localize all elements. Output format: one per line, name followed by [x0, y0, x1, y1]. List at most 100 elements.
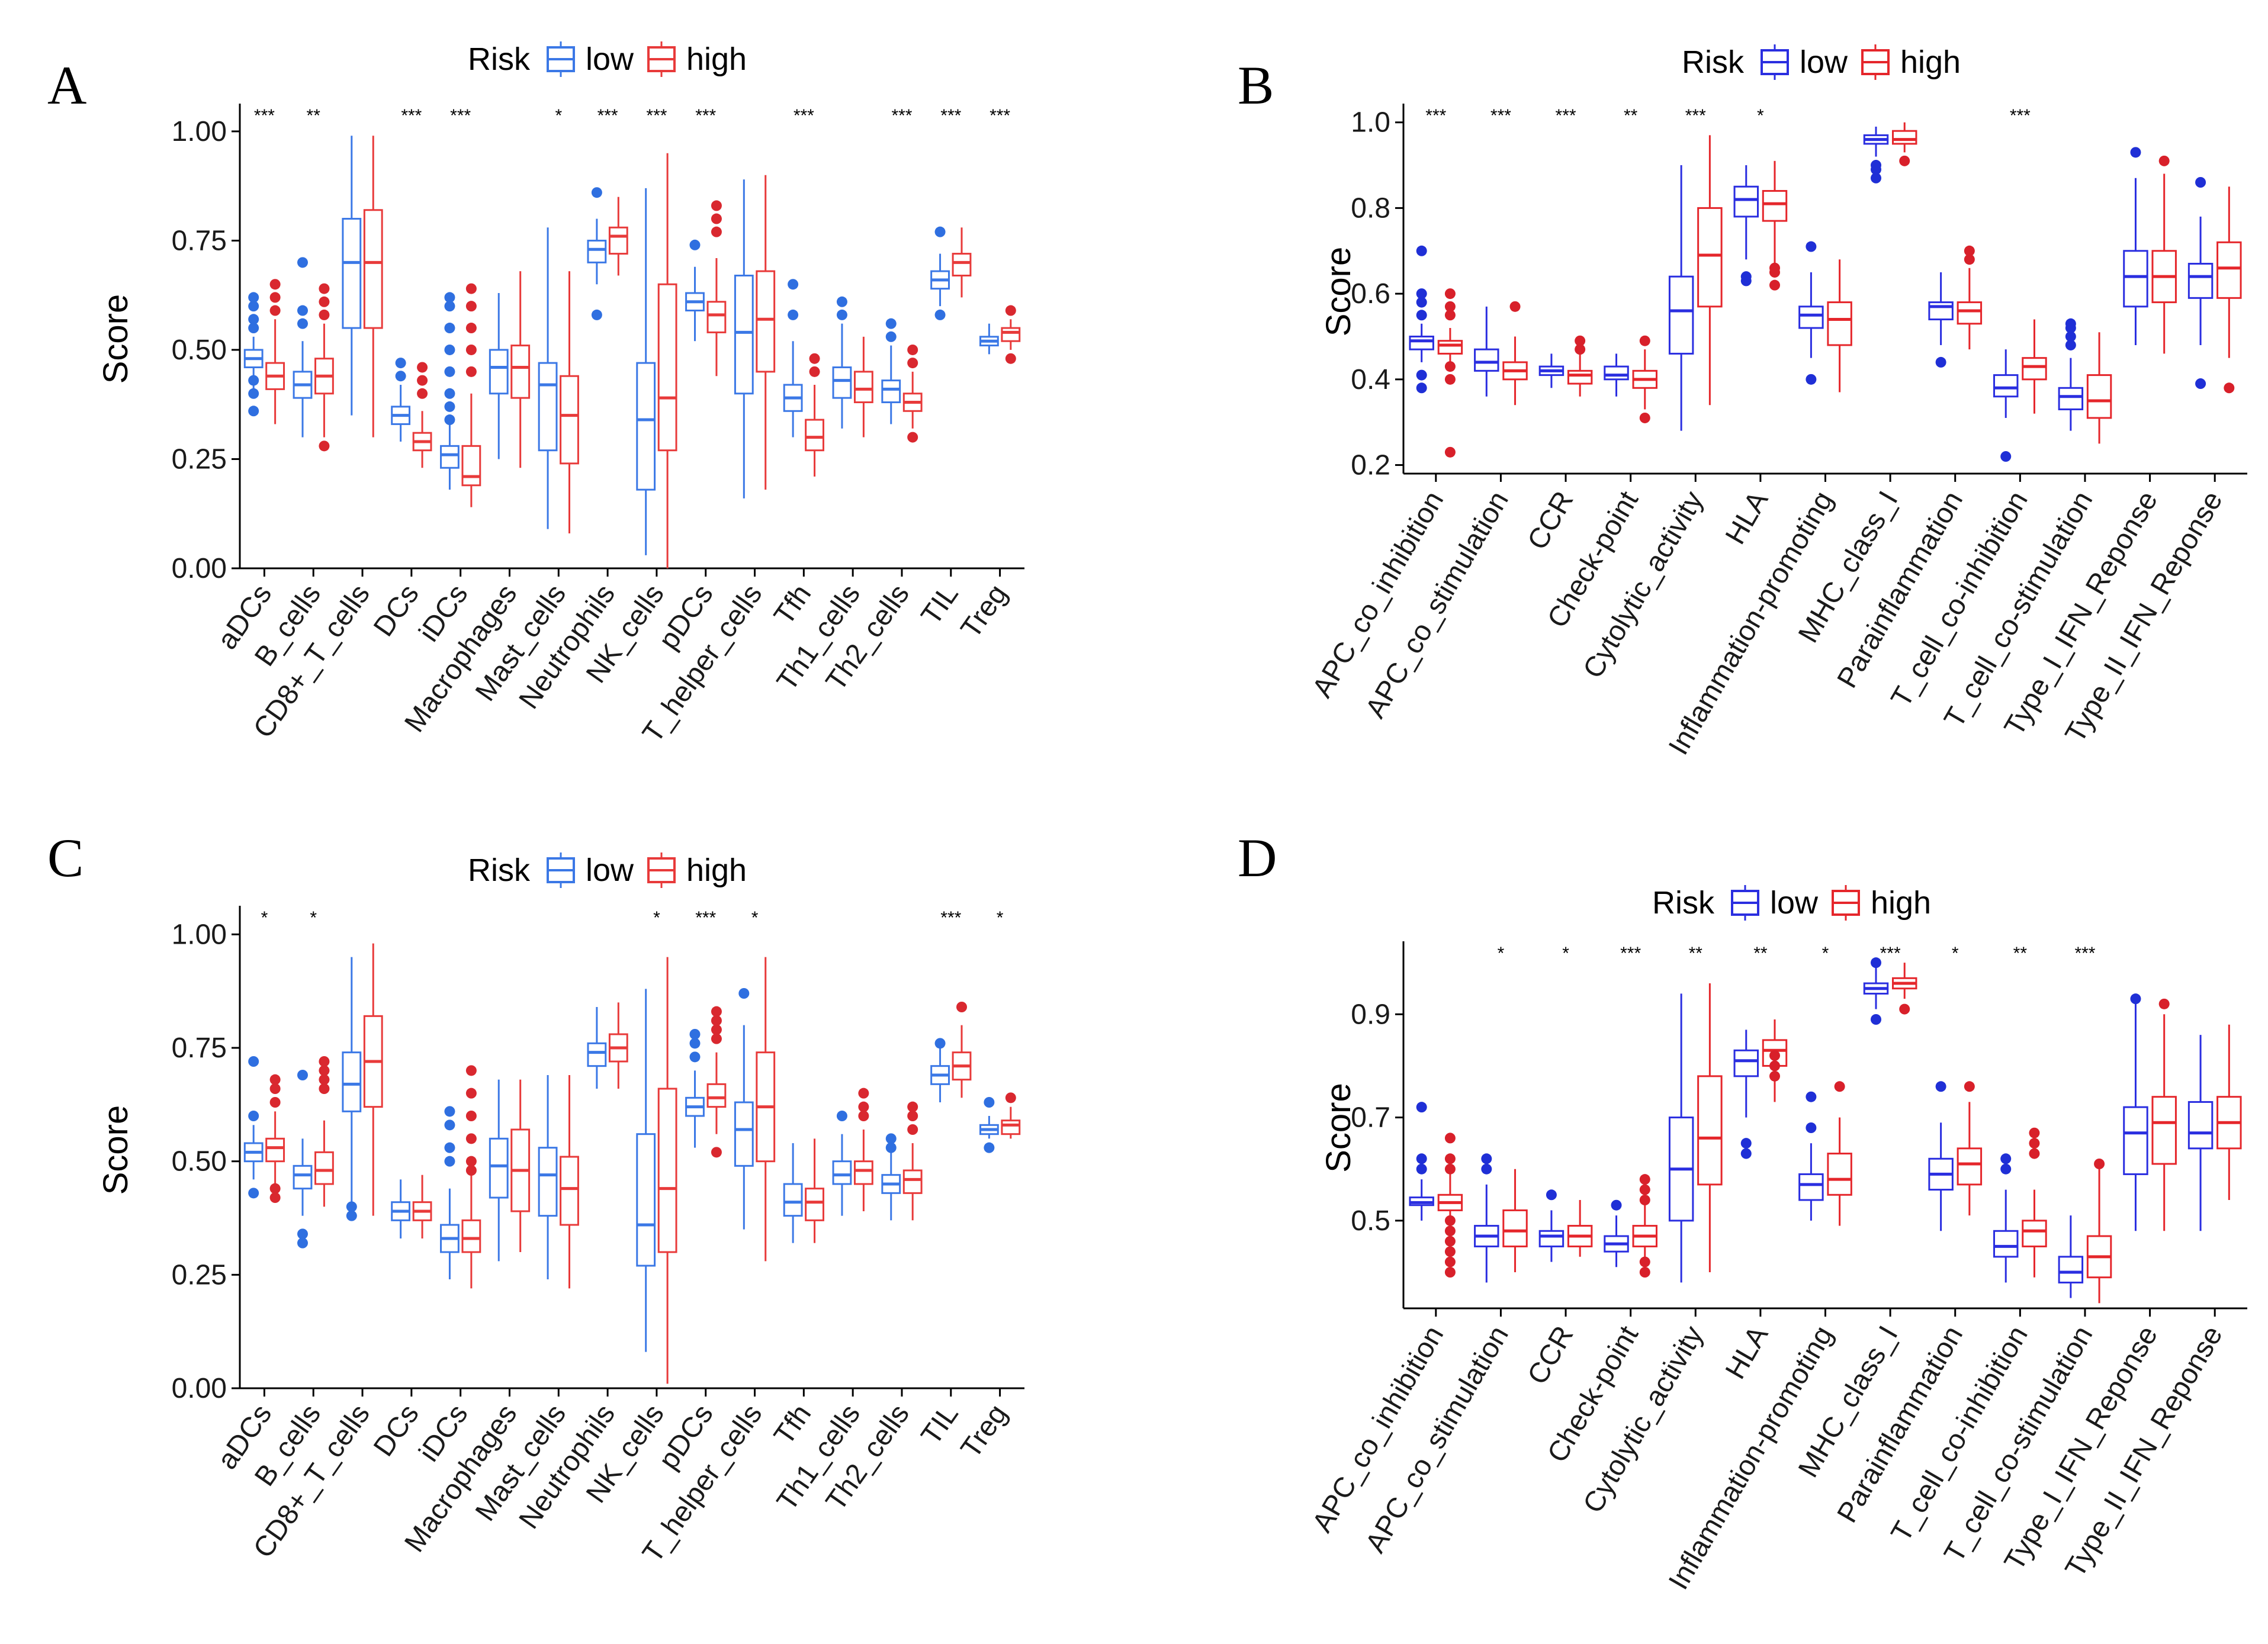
outlier-low [1416, 369, 1427, 381]
category-type-ii-ifn-reponse: Type_II_IFN_Reponse [2060, 177, 2242, 748]
outlier-high [2029, 1148, 2040, 1159]
y-tick-label: 0.00 [172, 553, 227, 584]
significance-label: *** [1556, 106, 1576, 126]
outlier-high [465, 1165, 477, 1176]
box-low [734, 1101, 754, 1167]
category-til: TIL*** [915, 106, 972, 630]
outlier-high [1575, 344, 1586, 355]
outlier-high [465, 1133, 477, 1144]
category-cytolytic-activity: Cytolytic_activity *** [1578, 106, 1723, 684]
outlier-low [2065, 339, 2076, 350]
legend-label-low: low [586, 41, 634, 77]
category-dcs: DCs *** [368, 106, 432, 642]
box-high [461, 445, 481, 487]
outlier-low [248, 375, 259, 386]
x-tick-label: CCR [1522, 486, 1580, 555]
outlier-high [465, 323, 477, 334]
legend-label-low: low [586, 852, 634, 888]
category-t-helper-cells: T_helper_cells [637, 175, 776, 748]
outlier-low [1416, 1102, 1427, 1113]
outlier-low [738, 988, 750, 999]
y-tick-label: 1.00 [172, 116, 227, 147]
box-low [1733, 185, 1759, 218]
outlier-low [1806, 1122, 1817, 1133]
outlier-high [711, 200, 722, 211]
x-tick-label: DCs [368, 579, 425, 642]
outlier-low [297, 1228, 308, 1240]
box-high [1567, 369, 1593, 385]
outlier-high [907, 358, 918, 369]
outlier-low [1481, 1153, 1492, 1164]
box-low [489, 349, 509, 395]
outlier-high [269, 279, 281, 290]
box-low [538, 362, 558, 452]
box-high [1001, 1119, 1021, 1135]
outlier-high [907, 344, 918, 355]
outlier-high [711, 1024, 722, 1035]
y-tick-label: 0.6 [1351, 278, 1390, 310]
outlier-low [248, 1056, 259, 1067]
legend: Risk low high [1652, 885, 1931, 921]
significance-label: * [310, 908, 317, 928]
outlier-low [444, 323, 455, 334]
outlier-low [297, 1237, 308, 1249]
x-tick-label: DCs [368, 1399, 425, 1462]
outlier-low [248, 292, 259, 303]
outlier-low [788, 309, 799, 320]
outlier-low [689, 1038, 701, 1049]
significance-label: *** [1685, 106, 1706, 126]
outlier-low [444, 366, 455, 377]
y-tick-label: 1.00 [172, 919, 227, 950]
significance-label: ** [2013, 944, 2028, 963]
outlier-low [297, 318, 308, 329]
category-type-ii-ifn-reponse: Type_II_IFN_Reponse [2060, 1024, 2242, 1582]
box-high [756, 270, 776, 373]
outlier-high [711, 226, 722, 237]
outlier-low [836, 296, 847, 307]
outlier-high [465, 283, 477, 294]
outlier-high [711, 1147, 722, 1158]
x-tick-label: Treg [955, 579, 1014, 644]
outlier-low [689, 1051, 701, 1063]
outlier-high [711, 1006, 722, 1017]
outlier-high [1444, 1163, 1456, 1175]
outlier-high [2158, 998, 2170, 1009]
outlier-low [2000, 1153, 2012, 1164]
box-low [2058, 1256, 2084, 1283]
outlier-low [836, 309, 847, 320]
legend-label-low: low [1770, 885, 1819, 921]
outlier-high [1639, 1174, 1650, 1185]
outlier-low [1871, 1014, 1881, 1025]
significance-label: *** [254, 106, 275, 126]
outlier-high [319, 309, 330, 320]
significance-label: *** [695, 106, 716, 126]
outlier-low [248, 1111, 259, 1121]
box-low [783, 1183, 803, 1217]
outlier-low [1416, 1153, 1427, 1164]
outlier-low [248, 406, 259, 417]
outlier-low [2000, 1163, 2012, 1175]
significance-label: *** [794, 106, 814, 126]
outlier-low [1416, 245, 1427, 256]
outlier-high [1509, 301, 1521, 312]
y-axis-title: Score [97, 294, 135, 384]
significance-label: * [261, 908, 268, 928]
outlier-low [248, 1188, 259, 1199]
box-low [734, 274, 754, 395]
box-high [1001, 327, 1021, 342]
outlier-low [836, 1111, 847, 1121]
outlier-high [465, 366, 477, 377]
outlier-high [465, 1065, 477, 1076]
outlier-high [1769, 1070, 1780, 1082]
outlier-high [1005, 305, 1016, 316]
outlier-low [297, 1070, 308, 1080]
outlier-low [934, 226, 946, 237]
significance-label: *** [891, 106, 912, 126]
outlier-high [1444, 1256, 1456, 1267]
significance-label: ** [1753, 944, 1768, 963]
outlier-high [417, 362, 428, 373]
box-low [636, 1133, 656, 1267]
outlier-low [2130, 993, 2141, 1005]
significance-label: *** [1425, 106, 1446, 126]
significance-label: * [1757, 106, 1764, 126]
